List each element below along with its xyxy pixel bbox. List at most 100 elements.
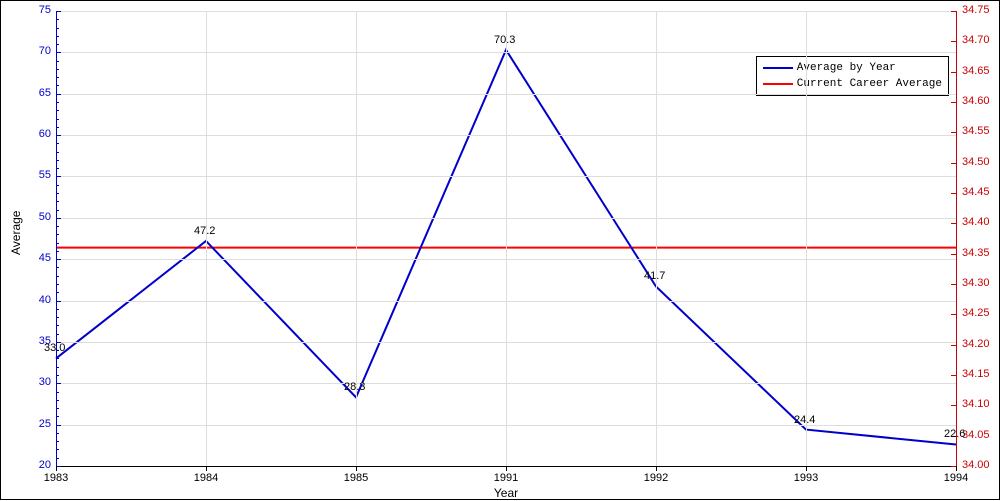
tick-left-minor — [56, 152, 59, 153]
legend-label: Average by Year — [797, 62, 896, 74]
tick-label-right: 34.65 — [962, 65, 990, 77]
tick-bottom — [956, 466, 957, 471]
tick-left-minor — [56, 292, 59, 293]
tick-label-bottom: 1992 — [631, 472, 681, 484]
tick-label-bottom: 1984 — [181, 472, 231, 484]
tick-left-minor — [56, 276, 59, 277]
tick-left-minor — [56, 85, 59, 86]
tick-right — [951, 375, 956, 376]
tick-label-right: 34.70 — [962, 34, 990, 46]
legend-label: Current Career Average — [797, 78, 942, 90]
tick-label-right: 34.60 — [962, 95, 990, 107]
tick-left-minor — [56, 168, 59, 169]
tick-left-minor — [56, 317, 59, 318]
gridline-v — [656, 11, 657, 466]
tick-left-minor — [56, 392, 59, 393]
tick-left-minor — [56, 309, 59, 310]
tick-label-bottom: 1994 — [931, 472, 981, 484]
tick-right — [951, 41, 956, 42]
tick-label-left: 40 — [26, 294, 51, 306]
tick-right — [951, 345, 956, 346]
tick-left-minor — [56, 458, 59, 459]
tick-label-right: 34.75 — [962, 4, 990, 16]
tick-left — [56, 52, 61, 53]
gridline-v — [356, 11, 357, 466]
x-axis-label: Year — [486, 486, 526, 500]
tick-left-minor — [56, 408, 59, 409]
tick-left-minor — [56, 449, 59, 450]
tick-label-left: 70 — [26, 45, 51, 57]
tick-label-left: 20 — [26, 459, 51, 471]
data-label: 24.4 — [794, 414, 815, 426]
tick-label-right: 34.25 — [962, 307, 990, 319]
tick-label-left: 50 — [26, 211, 51, 223]
tick-label-left: 60 — [26, 128, 51, 140]
tick-left-minor — [56, 433, 59, 434]
tick-left — [56, 301, 61, 302]
tick-left-minor — [56, 400, 59, 401]
tick-left-minor — [56, 143, 59, 144]
tick-left-minor — [56, 69, 59, 70]
y-axis-left-line — [56, 11, 57, 466]
tick-left-minor — [56, 19, 59, 20]
tick-left — [56, 94, 61, 95]
tick-left-minor — [56, 160, 59, 161]
tick-left-minor — [56, 102, 59, 103]
tick-bottom — [506, 466, 507, 471]
tick-bottom — [656, 466, 657, 471]
data-label: 70.3 — [494, 34, 515, 46]
tick-left-minor — [56, 226, 59, 227]
tick-left-minor — [56, 267, 59, 268]
tick-left-minor — [56, 334, 59, 335]
tick-left-minor — [56, 36, 59, 37]
tick-label-bottom: 1985 — [331, 472, 381, 484]
tick-right — [951, 102, 956, 103]
tick-label-left: 25 — [26, 418, 51, 430]
tick-right — [951, 405, 956, 406]
tick-left-minor — [56, 441, 59, 442]
y-axis-label: Average — [9, 225, 23, 255]
tick-left-minor — [56, 193, 59, 194]
tick-right — [951, 193, 956, 194]
tick-left-minor — [56, 61, 59, 62]
tick-right — [951, 11, 956, 12]
tick-right — [951, 223, 956, 224]
tick-left-minor — [56, 210, 59, 211]
tick-label-left: 65 — [26, 87, 51, 99]
tick-bottom — [356, 466, 357, 471]
tick-left-minor — [56, 127, 59, 128]
tick-left-minor — [56, 28, 59, 29]
tick-left-minor — [56, 375, 59, 376]
tick-bottom — [56, 466, 57, 471]
tick-left — [56, 218, 61, 219]
chart-container: Average Year Average by Year Current Care… — [0, 0, 1000, 500]
tick-left — [56, 135, 61, 136]
tick-label-right: 34.30 — [962, 277, 990, 289]
tick-label-right: 34.00 — [962, 459, 990, 471]
tick-label-right: 34.10 — [962, 398, 990, 410]
gridline-v — [506, 11, 507, 466]
tick-right — [951, 163, 956, 164]
tick-left-minor — [56, 358, 59, 359]
tick-label-bottom: 1991 — [481, 472, 531, 484]
tick-left-minor — [56, 367, 59, 368]
tick-label-right: 34.20 — [962, 338, 990, 350]
data-label: 47.2 — [194, 225, 215, 237]
tick-left — [56, 176, 61, 177]
tick-label-left: 75 — [26, 4, 51, 16]
data-label: 41.7 — [644, 270, 665, 282]
tick-label-right: 34.45 — [962, 186, 990, 198]
data-label: 22.6 — [944, 428, 965, 440]
data-label: 28.3 — [344, 381, 365, 393]
tick-label-bottom: 1993 — [781, 472, 831, 484]
tick-left-minor — [56, 251, 59, 252]
tick-label-right: 34.40 — [962, 216, 990, 228]
tick-bottom — [806, 466, 807, 471]
legend-swatch — [763, 67, 793, 69]
tick-label-right: 34.50 — [962, 156, 990, 168]
tick-right — [951, 284, 956, 285]
gridline-v — [206, 11, 207, 466]
legend-swatch — [763, 83, 793, 85]
tick-left — [56, 11, 61, 12]
tick-label-right: 34.05 — [962, 429, 990, 441]
